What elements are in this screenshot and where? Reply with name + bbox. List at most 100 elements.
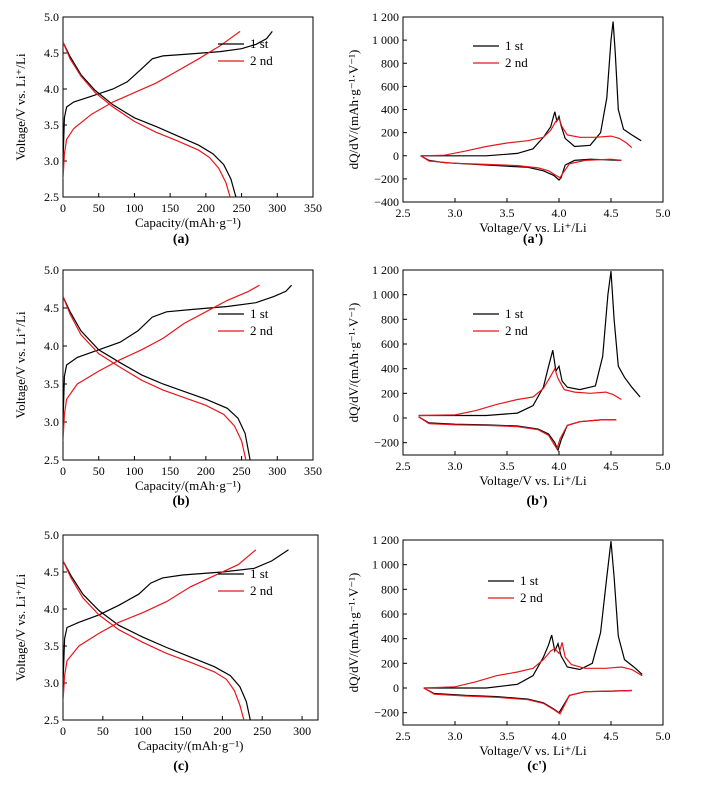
- series-line-2-nd-charge: [63, 30, 241, 180]
- y-tick-label: 4.0: [44, 602, 59, 616]
- x-tick-label: 350: [304, 464, 322, 478]
- series-line-1-st-discharge: [63, 41, 237, 197]
- plot-frame: [62, 16, 314, 198]
- y-tick-label: 4.5: [44, 565, 59, 579]
- legend-label: 2 nd: [505, 55, 528, 70]
- x-tick-label: 3.5: [500, 459, 515, 473]
- y-tick-label: 0: [393, 411, 399, 425]
- x-axis-label: Capacity/(mAh·g⁻¹): [135, 215, 241, 230]
- y-tick-label: 4.5: [44, 301, 59, 315]
- x-axis-label: Voltage/V vs. Li⁺/Li: [479, 220, 587, 235]
- series-line-1-st-discharge: [420, 155, 622, 181]
- x-tick-label: 300: [268, 201, 286, 215]
- plot-frame: [402, 539, 664, 726]
- y-tick-label: 3.5: [44, 377, 59, 391]
- y-tick-label: 2.5: [44, 713, 59, 727]
- x-tick-label: 3.5: [500, 729, 515, 743]
- panel-a: 0 50 100 150 200 250 300 350 2.5 3.0 3.5 4.0 4.5 5.0 C…: [13, 10, 322, 247]
- y-tick-label: 400: [381, 362, 399, 376]
- series-line-1-st-discharge: [418, 416, 617, 452]
- y-tick-label: −400: [374, 195, 399, 209]
- y-tick-label: 400: [381, 103, 399, 117]
- legend-label: 1 st: [250, 566, 269, 581]
- y-tick-label: 2.5: [44, 190, 59, 204]
- y-tick-label: 200: [381, 386, 399, 400]
- series-line-1-st-discharge: [63, 296, 251, 460]
- series-line-2-nd-discharge: [63, 296, 247, 460]
- x-axis-label: Capacity/(mAh·g⁻¹): [135, 478, 241, 493]
- legend-label: 1 st: [520, 573, 539, 588]
- x-tick-label: 3.0: [448, 206, 463, 220]
- x-tick-label: 3.5: [500, 206, 515, 220]
- y-tick-label: 400: [381, 632, 399, 646]
- y-tick-label: −200: [374, 706, 399, 720]
- legend-label: 2 nd: [250, 323, 273, 338]
- y-tick-label: 200: [381, 656, 399, 670]
- x-tick-label: 0: [60, 464, 66, 478]
- y-tick-label: 3.0: [44, 676, 59, 690]
- series-line-2-nd-discharge: [420, 155, 622, 179]
- legend-label: 1 st: [250, 306, 269, 321]
- y-tick-label: 4.0: [44, 339, 59, 353]
- x-axis-label: Voltage/V vs. Li⁺/Li: [479, 473, 587, 488]
- series-line-2-nd-charge: [63, 549, 257, 702]
- x-tick-label: 200: [197, 201, 215, 215]
- x-tick-label: 5.0: [656, 459, 671, 473]
- panel-c: 0 50 100 150 200 250 300 2.5 3.0 3.5 4.0 4.5 5.0 Capa…: [13, 528, 319, 774]
- x-tick-label: 2.5: [396, 459, 411, 473]
- series-line-1-st-charge: [63, 284, 293, 423]
- series-line-2-nd-charge: [420, 117, 633, 157]
- plot-frame: [402, 16, 664, 203]
- y-tick-label: 200: [381, 126, 399, 140]
- y-tick-label: 3.5: [44, 118, 59, 132]
- x-tick-label: 4.0: [552, 206, 567, 220]
- legend-label: 1 st: [505, 306, 524, 321]
- series-line-1-st-charge: [423, 541, 643, 689]
- x-tick-label: 250: [233, 464, 251, 478]
- y-tick-label: 0: [393, 149, 399, 163]
- legend-label: 2 nd: [250, 53, 273, 68]
- panel-a2: 2.5 3.0 3.5 4.0 4.5 5.0 −400 −200 0 200 400 600 800 1…: [346, 10, 671, 247]
- x-tick-label: 0: [60, 201, 66, 215]
- y-tick-label: 5.0: [44, 10, 59, 24]
- x-tick-label: 5.0: [656, 729, 671, 743]
- plot-frame: [62, 534, 319, 721]
- x-tick-label: 150: [174, 724, 192, 738]
- y-axis-label: dQ/dV/(mAh·g⁻¹·V⁻¹): [346, 303, 361, 423]
- series-line-2-nd-charge: [63, 284, 260, 442]
- panel-label: (c): [173, 759, 189, 774]
- series-line-2-nd-charge: [418, 367, 622, 417]
- y-tick-label: 1 000: [372, 558, 399, 572]
- x-axis-label: Voltage/V vs. Li⁺/Li: [479, 743, 587, 758]
- x-tick-label: 3.0: [448, 459, 463, 473]
- x-tick-label: 250: [233, 201, 251, 215]
- panel-b: 0 50 100 150 200 250 300 350 2.5 3.0 3.5 4.0 4.5 5.0 C…: [13, 263, 322, 509]
- y-tick-label: 800: [381, 56, 399, 70]
- y-axis-label: Voltage/V vs. Li⁺/Li: [13, 53, 28, 161]
- y-tick-label: 800: [381, 312, 399, 326]
- plot-frame: [402, 269, 664, 456]
- x-tick-label: 4.0: [552, 729, 567, 743]
- x-tick-label: 100: [125, 201, 143, 215]
- legend-label: 1 st: [505, 38, 524, 53]
- y-tick-label: 1 000: [372, 33, 399, 47]
- x-axis-label: Capacity/(mAh·g⁻¹): [137, 738, 243, 753]
- y-axis-label: dQ/dV/(mAh·g⁻¹·V⁻¹): [346, 573, 361, 693]
- y-tick-label: −200: [374, 172, 399, 186]
- x-tick-label: 50: [93, 201, 105, 215]
- y-tick-label: 600: [381, 79, 399, 93]
- series-line-2-nd-charge: [423, 642, 643, 689]
- y-tick-label: 600: [381, 607, 399, 621]
- panel-label: (b): [172, 494, 189, 509]
- panel-c2: 2.5 3.0 3.5 4.0 4.5 5.0 −200 0 200 400 600 800 1 000…: [346, 533, 671, 774]
- x-tick-label: 150: [161, 464, 179, 478]
- y-tick-label: 5.0: [44, 263, 59, 277]
- series-line-1-st-charge: [418, 271, 641, 417]
- y-tick-label: 3.5: [44, 639, 59, 653]
- series-line-1-st-discharge: [63, 560, 251, 720]
- x-tick-label: 200: [197, 464, 215, 478]
- x-tick-label: 2.5: [396, 206, 411, 220]
- y-tick-label: 1 200: [372, 533, 399, 547]
- x-tick-label: 100: [125, 464, 143, 478]
- x-tick-label: 4.5: [604, 459, 619, 473]
